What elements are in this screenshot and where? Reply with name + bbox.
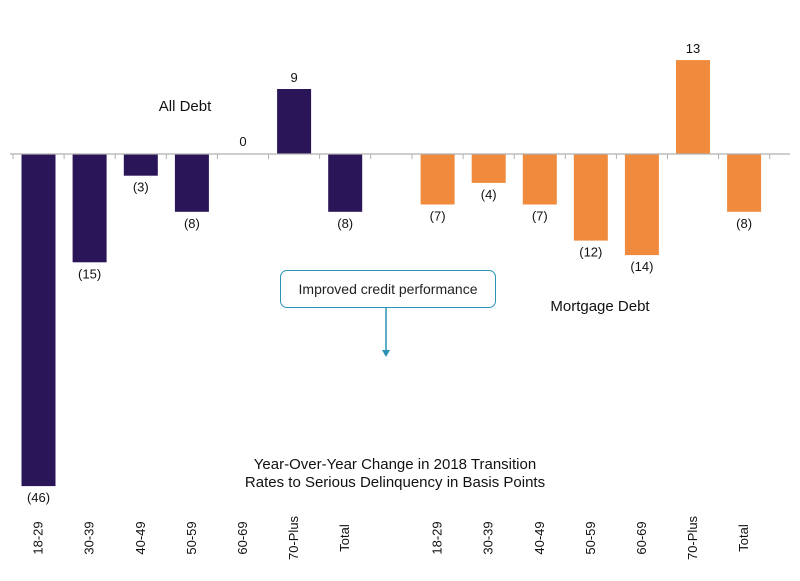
- series-label-mortgage-debt: Mortgage Debt: [550, 298, 650, 315]
- data-label-all-debt-60-69: 0: [239, 134, 246, 149]
- bar-mortgage-debt-60-69: [624, 154, 659, 256]
- data-label-mortgage-debt-total: (8): [736, 216, 752, 231]
- x-tick-label-mortgage-debt-total: Total: [736, 524, 751, 552]
- data-label-all-debt-50-59: (8): [184, 216, 200, 231]
- chart-title-line-2: Rates to Serious Delinquency in Basis Po…: [245, 474, 545, 491]
- x-tick-label-mortgage-debt-30-39: 30-39: [481, 521, 496, 554]
- x-tick-label-mortgage-debt-60-69: 60-69: [634, 521, 649, 554]
- x-tick-labels-layer: 18-29 30-39 40-49 50-59 60-69 70-Plus Total 18-…: [31, 515, 752, 560]
- data-label-mortgage-debt-18-29: (7): [430, 209, 446, 224]
- bar-all-debt-40-49: [123, 154, 158, 176]
- bars-layer: [21, 60, 762, 487]
- callout-text: Improved credit performance: [298, 281, 478, 297]
- x-tick-label-mortgage-debt-70-plus: 70-Plus: [685, 515, 700, 560]
- callout-arrow-head: [382, 350, 390, 357]
- data-label-all-debt-40-49: (3): [133, 180, 149, 195]
- x-tick-label-all-debt-18-29: 18-29: [31, 521, 46, 554]
- x-tick-label-all-debt-60-69: 60-69: [235, 521, 250, 554]
- data-label-mortgage-debt-40-49: (7): [532, 209, 548, 224]
- bar-all-debt-70-plus: [277, 89, 312, 154]
- bar-all-debt-50-59: [174, 154, 209, 212]
- improved-performance-callout: Improved credit performance: [280, 270, 496, 308]
- ticks-layer: [12, 154, 771, 159]
- x-tick-label-all-debt-40-49: 40-49: [133, 521, 148, 554]
- bar-all-debt-total: [328, 154, 363, 212]
- x-tick-label-mortgage-debt-50-59: 50-59: [583, 521, 598, 554]
- data-label-all-debt-70-plus: 9: [290, 70, 297, 85]
- bar-mortgage-debt-40-49: [522, 154, 557, 205]
- bar-mortgage-debt-total: [727, 154, 762, 212]
- bar-mortgage-debt-70-plus: [676, 60, 710, 154]
- data-label-mortgage-debt-30-39: (4): [481, 187, 497, 202]
- bar-mortgage-debt-30-39: [471, 154, 506, 183]
- data-labels-layer: (46) (15) (3) (8) 0 9 (8) (7) (4) (7) (12) (14) 13 (8…: [27, 41, 752, 505]
- data-label-mortgage-debt-70-plus: 13: [686, 41, 700, 56]
- x-tick-label-all-debt-total: Total: [337, 524, 352, 552]
- data-label-mortgage-debt-60-69: (14): [630, 259, 653, 274]
- x-tick-label-all-debt-30-39: 30-39: [82, 521, 97, 554]
- x-tick-label-all-debt-70-plus: 70-Plus: [286, 515, 301, 560]
- bar-all-debt-18-29: [21, 154, 56, 487]
- x-tick-label-mortgage-debt-40-49: 40-49: [532, 521, 547, 554]
- x-tick-label-all-debt-50-59: 50-59: [184, 521, 199, 554]
- data-label-all-debt-30-39: (15): [78, 266, 101, 281]
- bar-all-debt-30-39: [72, 154, 107, 263]
- bar-mortgage-debt-50-59: [573, 154, 608, 241]
- x-tick-label-mortgage-debt-18-29: 18-29: [430, 521, 445, 554]
- data-label-all-debt-18-29: (46): [27, 490, 50, 505]
- bar-mortgage-debt-18-29: [420, 154, 455, 205]
- series-label-all-debt: All Debt: [159, 98, 212, 115]
- chart-title-line-1: Year-Over-Year Change in 2018 Transition: [254, 456, 536, 473]
- data-label-all-debt-total: (8): [337, 216, 353, 231]
- data-label-mortgage-debt-50-59: (12): [579, 245, 602, 260]
